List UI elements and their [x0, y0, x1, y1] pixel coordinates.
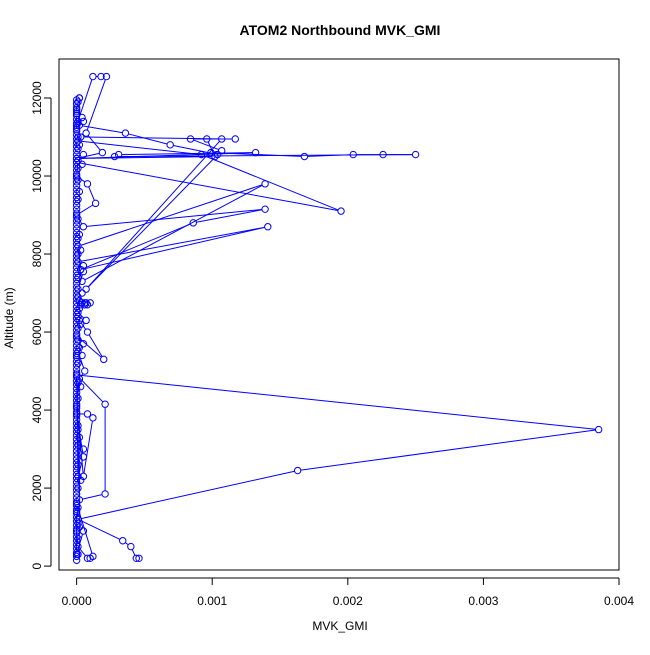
data-point: [75, 196, 81, 202]
chart-title: ATOM2 Northbound MVK_GMI: [240, 22, 441, 38]
y-tick-label: 2000: [30, 474, 44, 501]
series-line-segment: [82, 495, 102, 499]
series-line-segment: [80, 375, 596, 429]
data-point: [73, 155, 79, 161]
data-point: [82, 368, 88, 374]
data-point: [75, 274, 81, 280]
data-point: [232, 136, 238, 142]
data-point: [80, 528, 86, 534]
series-line-segment: [129, 134, 168, 144]
series-layer: [73, 73, 601, 563]
data-point: [75, 146, 81, 152]
data-point: [595, 426, 601, 432]
data-point: [75, 216, 81, 222]
series-line-segment: [125, 543, 128, 545]
data-point: [75, 348, 81, 354]
data-point: [83, 130, 89, 136]
data-point: [80, 224, 86, 230]
data-point: [265, 224, 271, 230]
series-line-segment: [84, 227, 265, 268]
x-axis: 0.000 0.001 0.002 0.003 0.004: [62, 578, 635, 608]
series-line-segment: [87, 80, 105, 131]
data-point: [75, 360, 81, 366]
series-line-segment: [173, 145, 214, 153]
y-tick-label: 4000: [30, 396, 44, 423]
series-line-segment: [89, 335, 102, 357]
data-point: [111, 153, 117, 159]
x-tick-label: 0.000: [62, 594, 92, 608]
data-point: [79, 278, 85, 284]
y-tick-label: 8000: [30, 240, 44, 267]
series-line-segment: [79, 205, 93, 213]
data-point: [120, 538, 126, 544]
data-point: [262, 206, 268, 212]
data-point: [75, 485, 81, 491]
data-point: [412, 151, 418, 157]
y-tick-label: 12000: [30, 81, 44, 115]
series-line-segment: [77, 101, 78, 106]
data-point: [84, 329, 90, 335]
data-point: [101, 356, 107, 362]
data-point: [294, 467, 300, 473]
data-point: [102, 401, 108, 407]
data-point: [90, 415, 96, 421]
data-point: [338, 208, 344, 214]
data-point: [75, 177, 81, 183]
data-point: [262, 181, 268, 187]
series-line-segment: [81, 471, 294, 518]
data-point: [75, 286, 81, 292]
data-point: [99, 149, 105, 155]
data-point: [75, 309, 81, 315]
data-point: [102, 491, 108, 497]
data-point: [75, 235, 81, 241]
data-point: [83, 317, 89, 323]
data-point: [167, 142, 173, 148]
series-line-segment: [84, 224, 191, 268]
data-point: [75, 426, 81, 432]
x-axis-label: MVK_GMI: [312, 619, 367, 633]
x-tick-label: 0.001: [197, 594, 227, 608]
plot-area-frame: [59, 59, 619, 570]
data-point: [92, 200, 98, 206]
series-line-segment: [88, 141, 219, 286]
data-point: [90, 73, 96, 79]
x-tick-label: 0.003: [468, 594, 498, 608]
data-point: [79, 290, 85, 296]
series-line-segment: [80, 163, 338, 211]
series-line-segment: [132, 549, 135, 555]
y-axis: 0 2000 4000 6000 8000 10000 12000: [30, 81, 51, 569]
series-line-segment: [87, 209, 262, 226]
series-line-segment: [194, 140, 219, 149]
series-line-segment: [84, 421, 92, 473]
data-point: [83, 286, 89, 292]
y-tick-label: 6000: [30, 318, 44, 345]
x-tick-label: 0.004: [604, 594, 634, 608]
series-line-segment: [80, 153, 100, 157]
x-tick-label: 0.002: [333, 594, 363, 608]
y-axis-label: Altitude (m): [2, 287, 16, 348]
y-tick-label: 0: [30, 562, 44, 569]
series-line-segment: [204, 156, 338, 210]
series-line-segment: [89, 187, 95, 201]
data-point: [84, 181, 90, 187]
data-point: [122, 130, 128, 136]
data-point: [301, 153, 307, 159]
series-line-segment: [301, 430, 596, 470]
y-tick-label: 10000: [30, 159, 44, 193]
data-point: [128, 543, 134, 549]
data-point: [75, 516, 81, 522]
series-line-segment: [196, 210, 262, 222]
